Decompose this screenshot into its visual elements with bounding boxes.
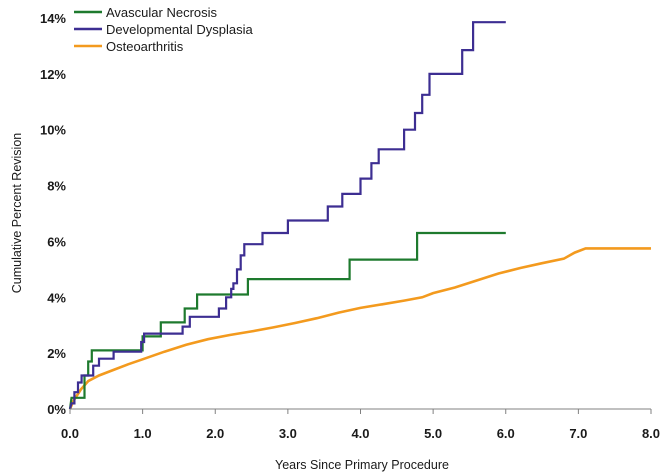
x-tick-label: 5.0 [424, 426, 442, 441]
y-tick-label: 12% [40, 67, 66, 82]
axes [69, 408, 652, 414]
y-axis-title: Cumulative Percent Revision [10, 133, 24, 294]
x-tick-label: 8.0 [642, 426, 660, 441]
y-tick-label: 4% [47, 290, 66, 305]
y-tick-label: 8% [47, 179, 66, 194]
legend: Avascular Necrosis Developmental Dysplasi… [74, 5, 253, 54]
y-tick-label: 0% [47, 402, 66, 417]
plot-area [68, 21, 651, 410]
x-axis-title: Years Since Primary Procedure [275, 458, 449, 472]
x-tick-label: 6.0 [497, 426, 515, 441]
series-line-developmental-dysplasia [68, 21, 506, 410]
x-tick-label: 3.0 [279, 426, 297, 441]
series-line-osteoarthritis [68, 247, 651, 410]
x-tick-label: 7.0 [569, 426, 587, 441]
x-tick-labels: 0.0 1.0 2.0 3.0 4.0 5.0 6.0 7.0 8.0 [61, 426, 660, 441]
x-tick-label: 1.0 [134, 426, 152, 441]
y-tick-labels: 0% 2% 4% 6% 8% 10% 12% 14% [40, 11, 66, 417]
series-line-avascular-necrosis [68, 231, 506, 410]
x-tick-label: 4.0 [351, 426, 369, 441]
x-tick-label: 2.0 [206, 426, 224, 441]
y-tick-label: 10% [40, 123, 66, 138]
legend-label-osteoarthritis: Osteoarthritis [106, 39, 184, 54]
y-tick-label: 14% [40, 11, 66, 26]
x-tick-label: 0.0 [61, 426, 79, 441]
y-tick-label: 6% [47, 234, 66, 249]
legend-label-developmental-dysplasia: Developmental Dysplasia [106, 22, 253, 37]
legend-label-avascular-necrosis: Avascular Necrosis [106, 5, 218, 20]
y-tick-label: 2% [47, 346, 66, 361]
